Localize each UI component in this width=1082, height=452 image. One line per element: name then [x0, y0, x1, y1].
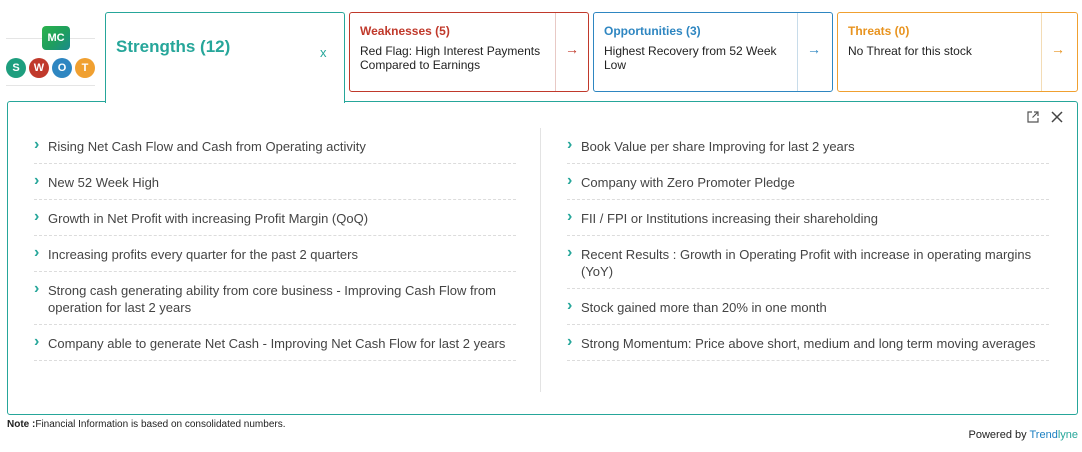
footnote: Note :Financial Information is based on … [7, 419, 286, 430]
list-item: Company with Zero Promoter Pledge [567, 164, 1049, 200]
list-item: Company able to generate Net Cash - Impr… [34, 325, 516, 361]
tab-strengths[interactable]: Strengths (12) x [105, 12, 345, 103]
logo-divider-bottom [6, 85, 95, 86]
swot-t-circle: T [75, 58, 95, 78]
tab-threats[interactable]: Threats (0) No Threat for this stock → [837, 12, 1078, 92]
swot-w-circle: W [29, 58, 49, 78]
powered-by-label: Powered by [968, 429, 1030, 441]
mc-swot-logo: MC S W O T [6, 12, 95, 86]
arrow-right-icon[interactable]: → [807, 41, 821, 57]
list-item: FII / FPI or Institutions increasing the… [567, 200, 1049, 236]
column-divider [540, 128, 541, 392]
brand-lyne: lyne [1057, 429, 1078, 441]
strengths-list-right: Book Value per share Improving for last … [567, 128, 1049, 361]
tab-opportunities[interactable]: Opportunities (3) Highest Recovery from … [593, 12, 833, 92]
arrow-right-icon[interactable]: → [1051, 41, 1065, 57]
strengths-panel: Rising Net Cash Flow and Cash from Opera… [7, 101, 1078, 415]
list-item: Growth in Net Profit with increasing Pro… [34, 200, 516, 236]
weaknesses-divider [555, 13, 556, 91]
opportunities-divider [797, 13, 798, 91]
mc-badge: MC [42, 26, 70, 50]
close-icon[interactable]: x [320, 45, 327, 60]
threats-title: Threats (0) [848, 24, 910, 38]
list-item: Stock gained more than 20% in one month [567, 289, 1049, 325]
list-item: Book Value per share Improving for last … [567, 128, 1049, 164]
swot-s-circle: S [6, 58, 26, 78]
note-text: Financial Information is based on consol… [35, 419, 286, 430]
list-item: New 52 Week High [34, 164, 516, 200]
opportunities-title: Opportunities (3) [604, 24, 701, 38]
brand-trend: Trend [1029, 429, 1058, 441]
swot-o-circle: O [52, 58, 72, 78]
arrow-right-icon[interactable]: → [565, 41, 579, 57]
note-label: Note : [7, 419, 36, 430]
panel-actions [1019, 110, 1063, 126]
external-link-icon[interactable] [1027, 110, 1043, 126]
list-item: Strong cash generating ability from core… [34, 272, 516, 325]
threats-divider [1041, 13, 1042, 91]
list-item: Recent Results : Growth in Operating Pro… [567, 236, 1049, 289]
list-item: Rising Net Cash Flow and Cash from Opera… [34, 128, 516, 164]
weaknesses-desc: Red Flag: High Interest Payments Compare… [360, 44, 541, 72]
powered-by[interactable]: Powered by Trendlyne [969, 429, 1078, 441]
weaknesses-title: Weaknesses (5) [360, 24, 450, 38]
list-item: Strong Momentum: Price above short, medi… [567, 325, 1049, 361]
threats-desc: No Threat for this stock [848, 44, 972, 58]
strengths-title: Strengths (12) [116, 37, 231, 56]
close-icon[interactable] [1051, 110, 1063, 126]
tab-weaknesses[interactable]: Weaknesses (5) Red Flag: High Interest P… [349, 12, 589, 92]
list-item: Increasing profits every quarter for the… [34, 236, 516, 272]
strengths-list-left: Rising Net Cash Flow and Cash from Opera… [34, 128, 516, 361]
opportunities-desc: Highest Recovery from 52 Week Low [604, 44, 777, 72]
